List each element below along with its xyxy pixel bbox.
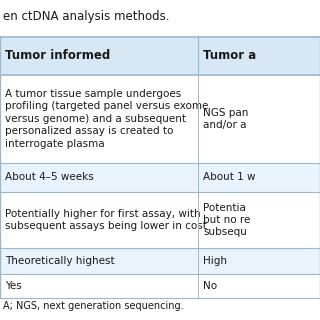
Bar bbox=[0, 274, 320, 298]
Text: en ctDNA analysis methods.: en ctDNA analysis methods. bbox=[3, 10, 170, 23]
Text: A; NGS, next generation sequencing.: A; NGS, next generation sequencing. bbox=[3, 301, 184, 311]
Bar bbox=[0, 75, 320, 163]
Text: Potentially higher for first assay, with
subsequent assays being lower in cost: Potentially higher for first assay, with… bbox=[5, 209, 207, 231]
Text: Theoretically highest: Theoretically highest bbox=[5, 256, 115, 266]
Text: Potentia
but no re
subsequ: Potentia but no re subsequ bbox=[203, 203, 251, 237]
Bar bbox=[0, 37, 320, 75]
Bar bbox=[0, 248, 320, 274]
Text: NGS pan
and/or a: NGS pan and/or a bbox=[203, 108, 249, 130]
Bar bbox=[0, 192, 320, 248]
Text: High: High bbox=[203, 256, 227, 266]
Text: A tumor tissue sample undergoes
profiling (targeted panel versus exome
versus ge: A tumor tissue sample undergoes profilin… bbox=[5, 89, 208, 149]
Text: About 1 w: About 1 w bbox=[203, 172, 256, 182]
Text: Tumor a: Tumor a bbox=[203, 49, 256, 62]
Text: Tumor informed: Tumor informed bbox=[5, 49, 110, 62]
Text: Yes: Yes bbox=[5, 281, 21, 291]
Text: No: No bbox=[203, 281, 217, 291]
Bar bbox=[0, 163, 320, 192]
Text: About 4–5 weeks: About 4–5 weeks bbox=[5, 172, 93, 182]
